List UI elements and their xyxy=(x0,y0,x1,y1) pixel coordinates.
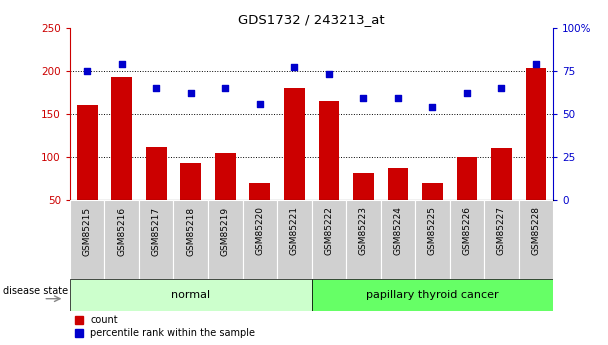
Point xyxy=(531,61,541,67)
Point xyxy=(151,85,161,91)
Point xyxy=(289,65,299,70)
Bar xyxy=(70,279,311,311)
Bar xyxy=(319,101,339,243)
Text: GSM85216: GSM85216 xyxy=(117,206,126,256)
Bar xyxy=(387,168,408,243)
Bar xyxy=(249,183,270,243)
Bar xyxy=(181,163,201,243)
Text: GSM85217: GSM85217 xyxy=(152,206,161,256)
Bar xyxy=(215,152,236,243)
Text: GSM85215: GSM85215 xyxy=(83,206,92,256)
Text: GSM85224: GSM85224 xyxy=(393,206,402,255)
Bar xyxy=(491,148,512,243)
Text: GSM85226: GSM85226 xyxy=(463,206,471,255)
Bar xyxy=(450,200,484,279)
Bar xyxy=(173,200,208,279)
Bar xyxy=(415,200,450,279)
Text: GSM85222: GSM85222 xyxy=(324,206,333,255)
Bar xyxy=(422,183,443,243)
Text: normal: normal xyxy=(171,290,210,300)
Bar xyxy=(353,173,374,243)
Text: GSM85220: GSM85220 xyxy=(255,206,264,255)
Bar xyxy=(77,105,97,243)
Legend: count, percentile rank within the sample: count, percentile rank within the sample xyxy=(75,315,255,338)
Point xyxy=(255,101,264,106)
Point xyxy=(186,90,196,96)
Text: disease state: disease state xyxy=(4,286,69,296)
Point xyxy=(324,71,334,77)
Bar xyxy=(105,200,139,279)
Bar xyxy=(484,200,519,279)
Point xyxy=(427,104,437,110)
Bar xyxy=(457,157,477,243)
Bar xyxy=(311,200,346,279)
Title: GDS1732 / 243213_at: GDS1732 / 243213_at xyxy=(238,13,385,27)
Point xyxy=(462,90,472,96)
Bar xyxy=(139,200,173,279)
Point xyxy=(393,96,402,101)
Bar xyxy=(284,88,305,243)
Point xyxy=(497,85,506,91)
Point xyxy=(359,96,368,101)
Text: GSM85228: GSM85228 xyxy=(531,206,541,255)
Text: GSM85221: GSM85221 xyxy=(290,206,299,255)
Text: GSM85218: GSM85218 xyxy=(186,206,195,256)
Text: GSM85223: GSM85223 xyxy=(359,206,368,255)
Text: GSM85227: GSM85227 xyxy=(497,206,506,255)
Bar xyxy=(526,68,547,243)
Bar xyxy=(381,200,415,279)
Text: GSM85225: GSM85225 xyxy=(428,206,437,255)
Bar xyxy=(208,200,243,279)
Bar xyxy=(519,200,553,279)
Bar xyxy=(70,200,105,279)
Bar xyxy=(311,279,553,311)
Bar xyxy=(146,147,167,243)
Bar xyxy=(111,77,132,243)
Bar xyxy=(243,200,277,279)
Point xyxy=(82,68,92,73)
Point xyxy=(221,85,230,91)
Text: papillary thyroid cancer: papillary thyroid cancer xyxy=(366,290,499,300)
Bar xyxy=(346,200,381,279)
Point xyxy=(117,61,126,67)
Bar xyxy=(277,200,311,279)
Text: GSM85219: GSM85219 xyxy=(221,206,230,256)
